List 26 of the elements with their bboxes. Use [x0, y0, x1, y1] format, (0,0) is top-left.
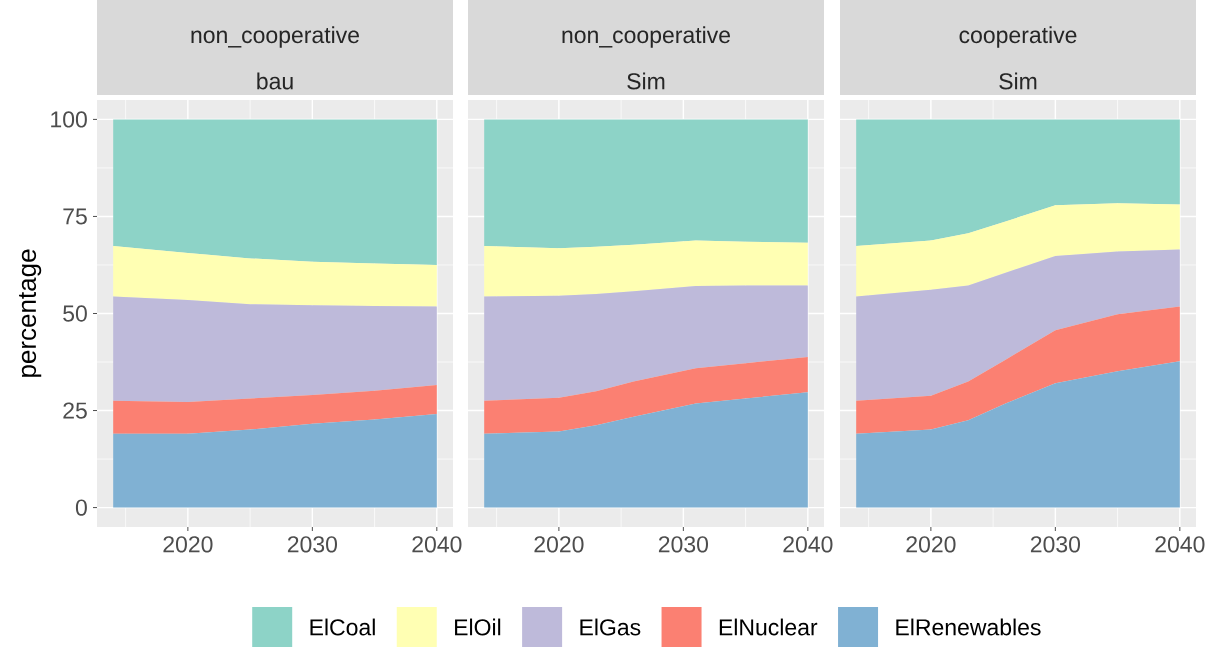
chart-subtitle: bau	[257, 72, 293, 90]
chart-subtitle: Sim	[627, 72, 665, 90]
chart-title: non_cooperative	[562, 26, 730, 48]
x-tick-label: 2040	[783, 536, 833, 553]
legend-label: ElGas	[580, 618, 641, 636]
y-tick-label: 100	[51, 111, 87, 128]
y-tick-label: 75	[63, 208, 87, 225]
legend-label: ElRenewables	[896, 618, 1041, 636]
y-tick-label: 50	[63, 305, 87, 322]
legend-label: ElOil	[455, 618, 501, 636]
x-tick-label: 2030	[1030, 536, 1081, 553]
x-tick-label: 2030	[658, 536, 709, 553]
x-tick-label: 2020	[163, 536, 213, 553]
x-tick-label: 2030	[287, 536, 338, 553]
y-tick-label: 0	[75, 499, 87, 516]
chart-subtitle: Sim	[999, 72, 1037, 90]
x-tick-label: 2020	[534, 536, 584, 553]
chart-title: cooperative	[959, 26, 1077, 48]
x-tick-label: 2020	[906, 536, 956, 553]
legend-label: ElCoal	[310, 618, 375, 636]
legend-label: ElNuclear	[719, 618, 818, 636]
y-axis-title: percentage	[19, 249, 42, 377]
chart-title: non_cooperative	[191, 26, 359, 48]
x-tick-label: 2040	[412, 536, 462, 553]
y-tick-label: 25	[63, 402, 87, 419]
x-tick-label: 2040	[1155, 536, 1205, 553]
